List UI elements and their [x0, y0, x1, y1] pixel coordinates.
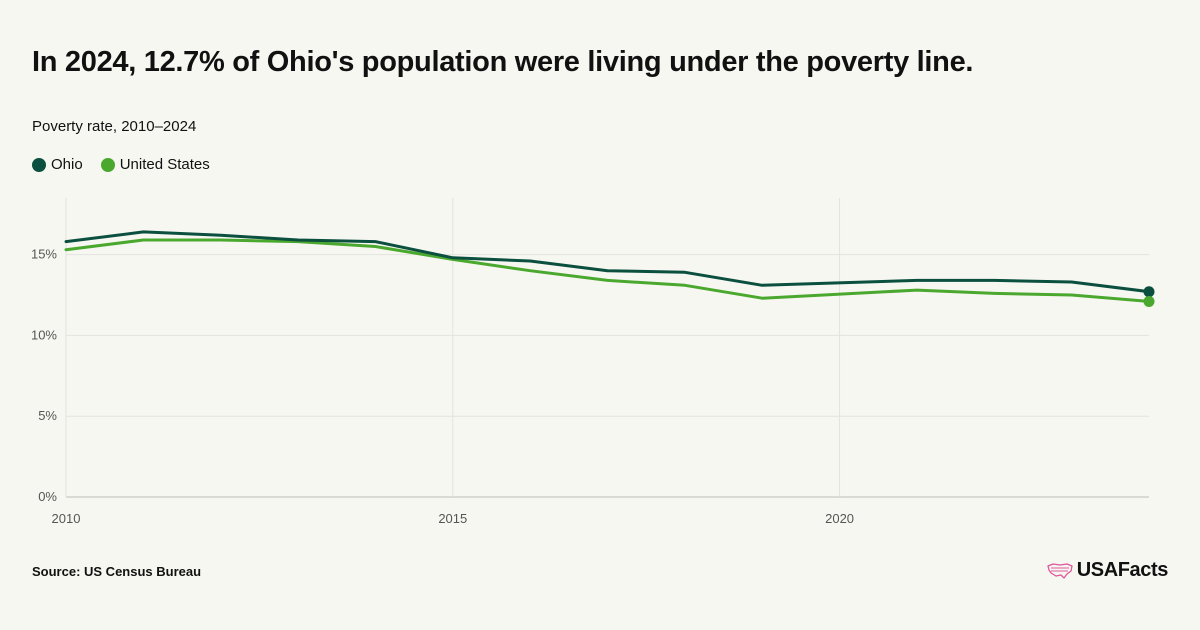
legend: Ohio United States [32, 156, 210, 173]
legend-item-united-states: United States [100, 156, 210, 173]
legend-label-united-states: United States [119, 156, 210, 173]
logo-text: USAFacts [1076, 559, 1169, 581]
series-line-united-states [64, 238, 1151, 303]
x-tick-label: 2010 [52, 511, 81, 526]
end-marker-ohio [1143, 286, 1155, 298]
y-tick-label: 10% [31, 327, 57, 342]
legend-label-ohio: Ohio [51, 156, 83, 173]
legend-marker-united-states [100, 157, 115, 172]
chart-subtitle: Poverty rate, 2010–2024 [32, 118, 197, 135]
legend-item-ohio: Ohio [32, 156, 83, 173]
end-markers [1143, 286, 1155, 307]
x-tick-label: 2015 [438, 511, 467, 526]
y-tick-label: 5% [38, 408, 57, 423]
end-marker-united-states [1143, 295, 1155, 307]
y-tick-label: 15% [31, 247, 57, 262]
series-line-ohio [64, 230, 1151, 294]
source-note: Source: US Census Bureau [32, 564, 202, 579]
series-lines [64, 230, 1151, 303]
us-map-icon [1047, 562, 1073, 579]
grid [65, 198, 1149, 498]
y-tick-label: 0% [38, 489, 57, 504]
chart-title: In 2024, 12.7% of Ohio's population were… [32, 46, 974, 78]
axes: 0% 5% 10% 15% 2010 2015 2020 [31, 247, 854, 526]
x-tick-label: 2020 [825, 511, 854, 526]
legend-marker-ohio [32, 157, 46, 172]
usafacts-logo[interactable]: USAFacts [1047, 559, 1168, 582]
